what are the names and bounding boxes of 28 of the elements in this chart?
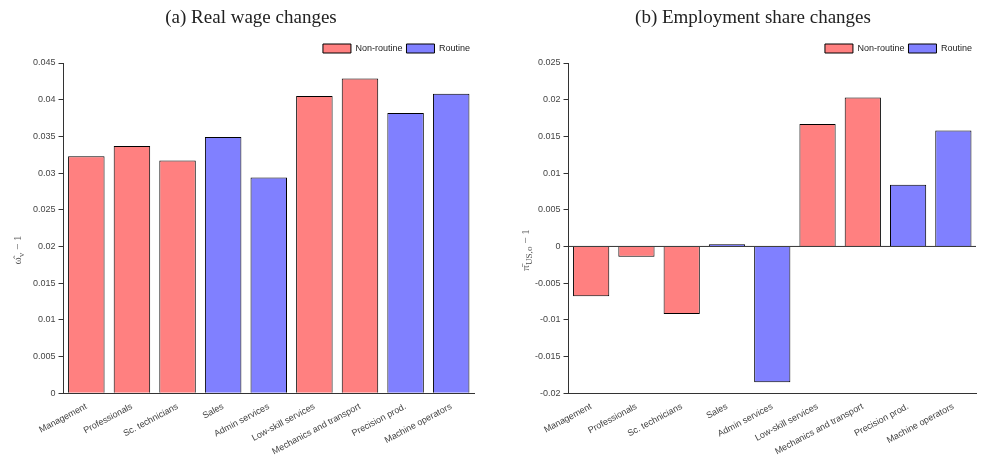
legend-label: Routine (940, 42, 973, 53)
y-tick-label: 0.025 (32, 204, 56, 215)
x-tick-label: Sales (200, 400, 226, 421)
legend-label: Routine (438, 42, 471, 53)
y-tick-label: -0.02 (540, 387, 561, 398)
y-tick-label: -0.01 (540, 314, 561, 325)
y-tick-label: 0.01 (37, 314, 56, 325)
y-tick-label: 0.025 (537, 57, 561, 68)
y-tick-label: 0 (555, 240, 561, 251)
y-tick-label: 0.02 (37, 240, 56, 251)
legend-label: Non-routine (355, 42, 403, 53)
y-tick-label: 0.02 (542, 94, 561, 105)
x-tick-label: Sales (704, 400, 730, 421)
y-tick-label: 0.015 (32, 277, 56, 288)
y-tick-label: 0.015 (537, 130, 561, 141)
y-tick-label: 0.01 (542, 167, 561, 178)
y-tick-label: -0.015 (534, 350, 561, 361)
y-tick-label: 0.005 (32, 350, 56, 361)
y-tick-label: 0.045 (32, 57, 56, 68)
legend-label: Non-routine (857, 42, 905, 53)
y-tick-label: 0.005 (537, 204, 561, 215)
y-tick-label: 0.04 (37, 94, 56, 105)
y-tick-label: 0.03 (37, 167, 56, 178)
chart-title: (a) Real wage changes (164, 6, 338, 28)
chart-title: (b) Employment share changes (634, 6, 872, 28)
y-tick-label: -0.005 (534, 277, 561, 288)
y-tick-label: 0.035 (32, 130, 56, 141)
y-tick-label: 0 (50, 387, 56, 398)
